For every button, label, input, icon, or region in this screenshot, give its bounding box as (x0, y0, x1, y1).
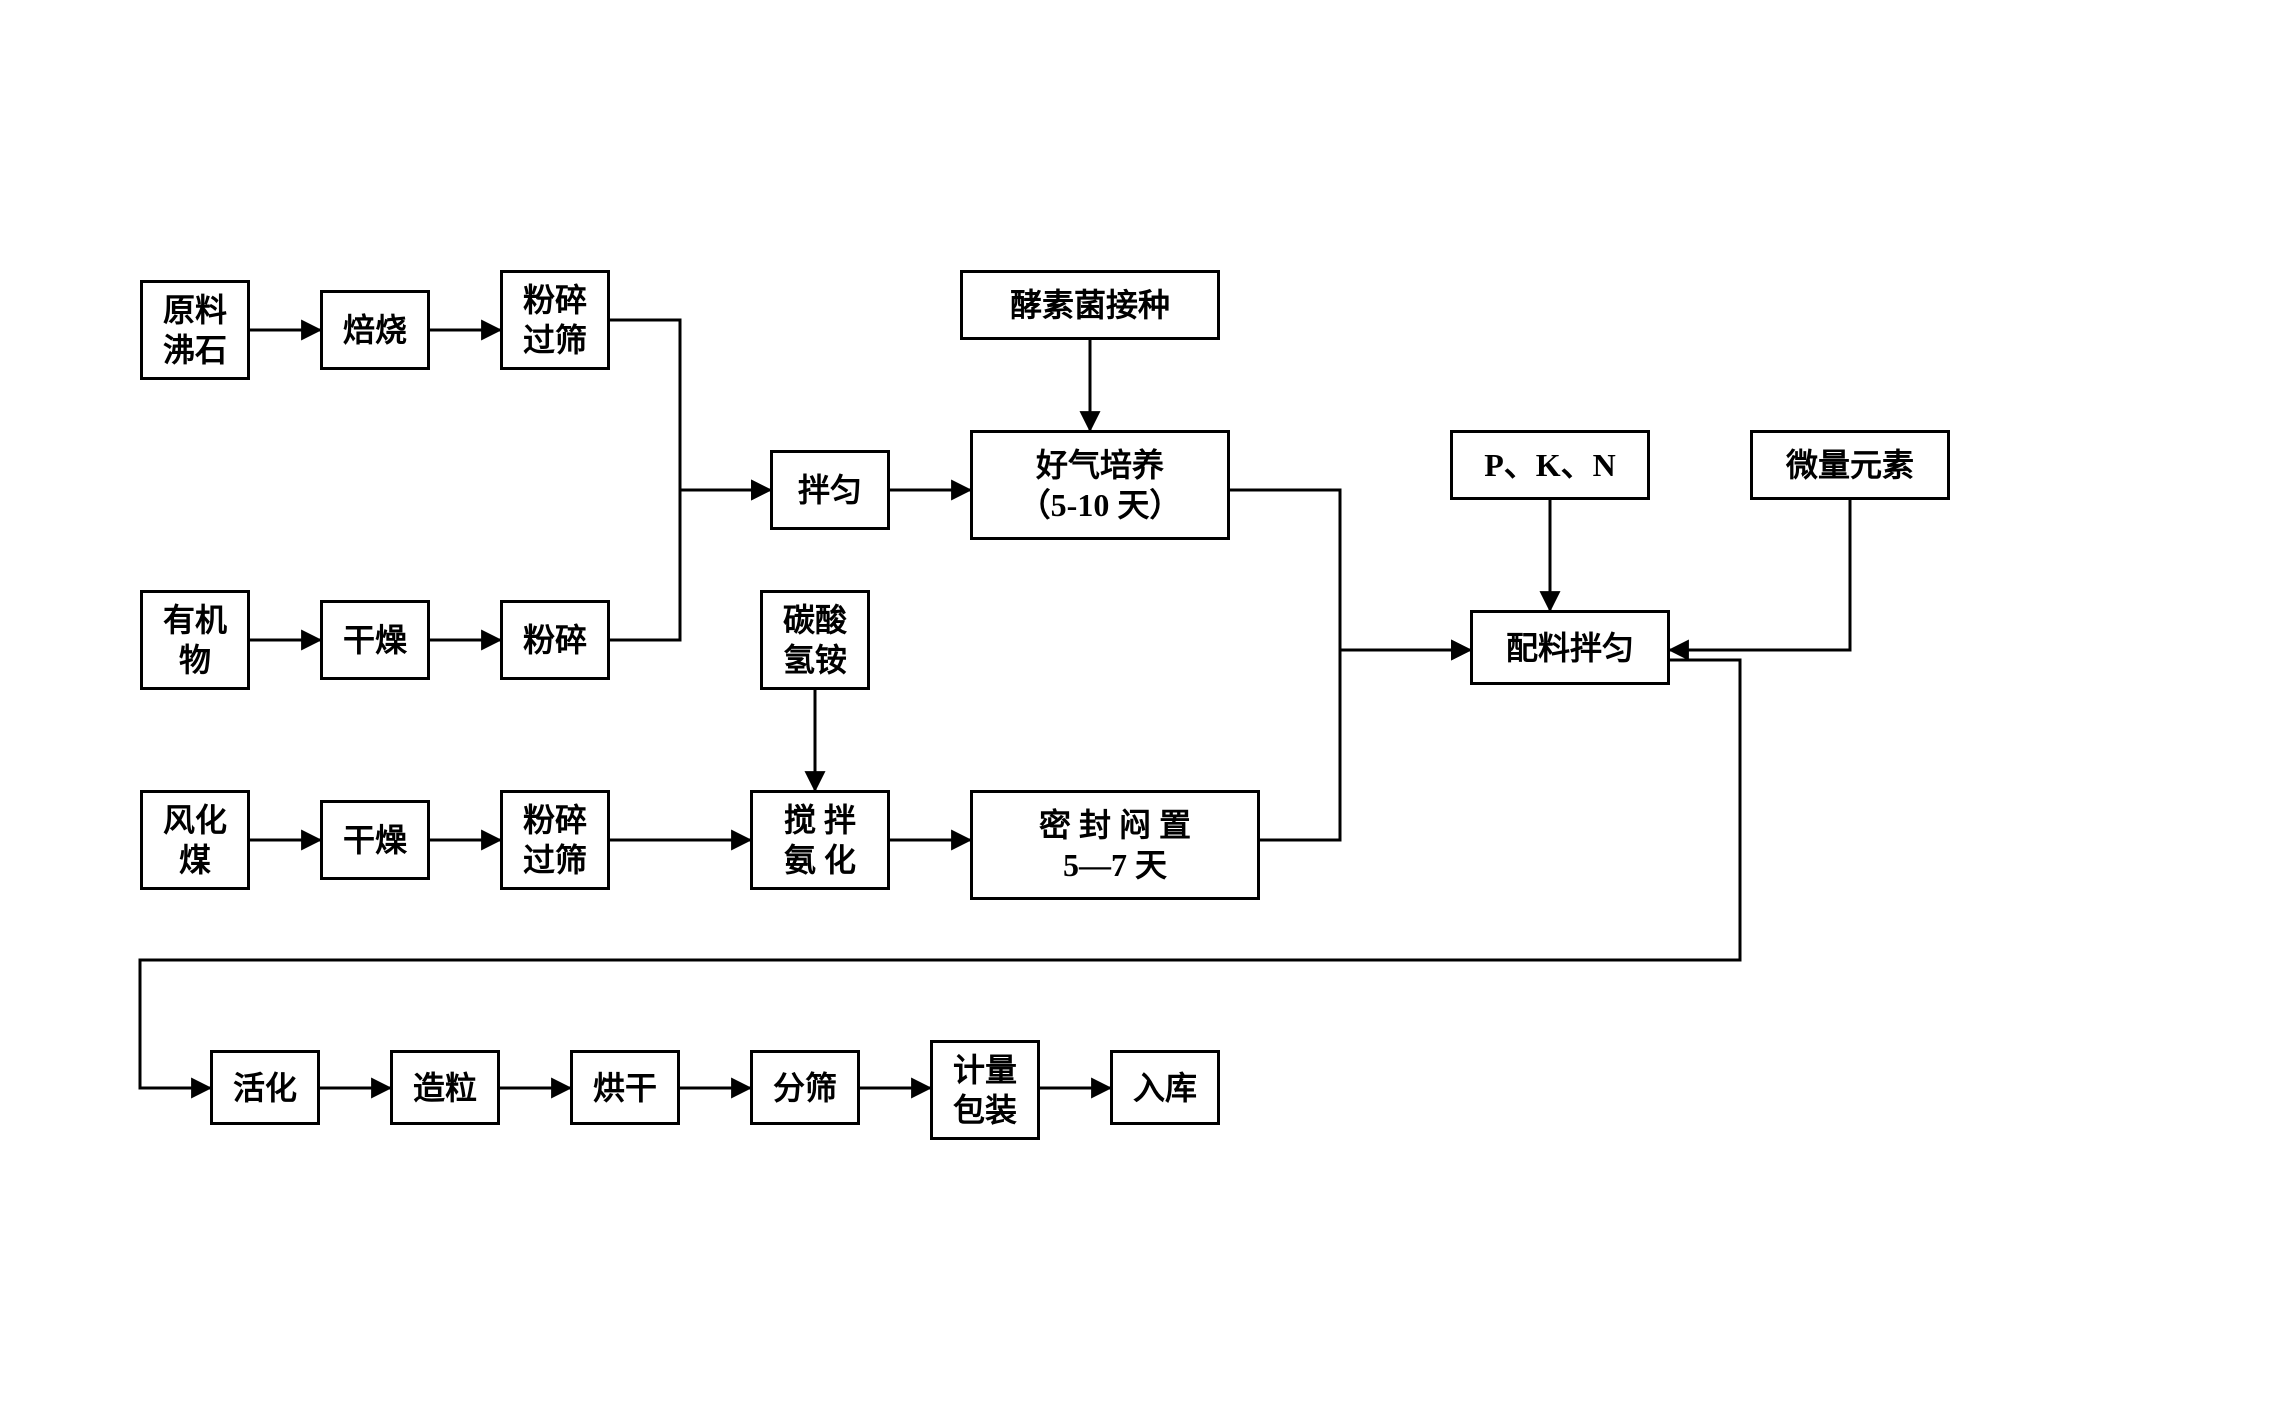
edge-n6-n10 (610, 490, 770, 640)
node-n24: 入库 (1110, 1050, 1220, 1125)
node-n6: 粉碎 (500, 600, 610, 680)
node-n16: P、K、N (1450, 430, 1650, 500)
node-n11: 碳酸 氢铵 (760, 590, 870, 690)
node-n8: 干燥 (320, 800, 430, 880)
node-n10: 拌匀 (770, 450, 890, 530)
node-n23: 计量 包装 (930, 1040, 1040, 1140)
node-n12: 搅 拌 氨 化 (750, 790, 890, 890)
node-n13: 酵素菌接种 (960, 270, 1220, 340)
node-n19: 活化 (210, 1050, 320, 1125)
node-n7: 风化 煤 (140, 790, 250, 890)
node-n18: 配料拌匀 (1470, 610, 1670, 685)
edge-n14-n18 (1230, 490, 1470, 650)
node-n3: 粉碎 过筛 (500, 270, 610, 370)
node-n21: 烘干 (570, 1050, 680, 1125)
node-n22: 分筛 (750, 1050, 860, 1125)
edges-layer (0, 0, 2280, 1428)
node-n14: 好气培养 （5-10 天） (970, 430, 1230, 540)
edge-n15-n18 (1260, 650, 1470, 840)
node-n15: 密 封 闷 置 5—7 天 (970, 790, 1260, 900)
node-n17: 微量元素 (1750, 430, 1950, 500)
node-n20: 造粒 (390, 1050, 500, 1125)
node-n1: 原料 沸石 (140, 280, 250, 380)
node-n4: 有机 物 (140, 590, 250, 690)
node-n9: 粉碎 过筛 (500, 790, 610, 890)
node-n2: 焙烧 (320, 290, 430, 370)
node-n5: 干燥 (320, 600, 430, 680)
edge-n3-n10 (610, 320, 770, 490)
edge-n17-n18 (1670, 500, 1850, 650)
